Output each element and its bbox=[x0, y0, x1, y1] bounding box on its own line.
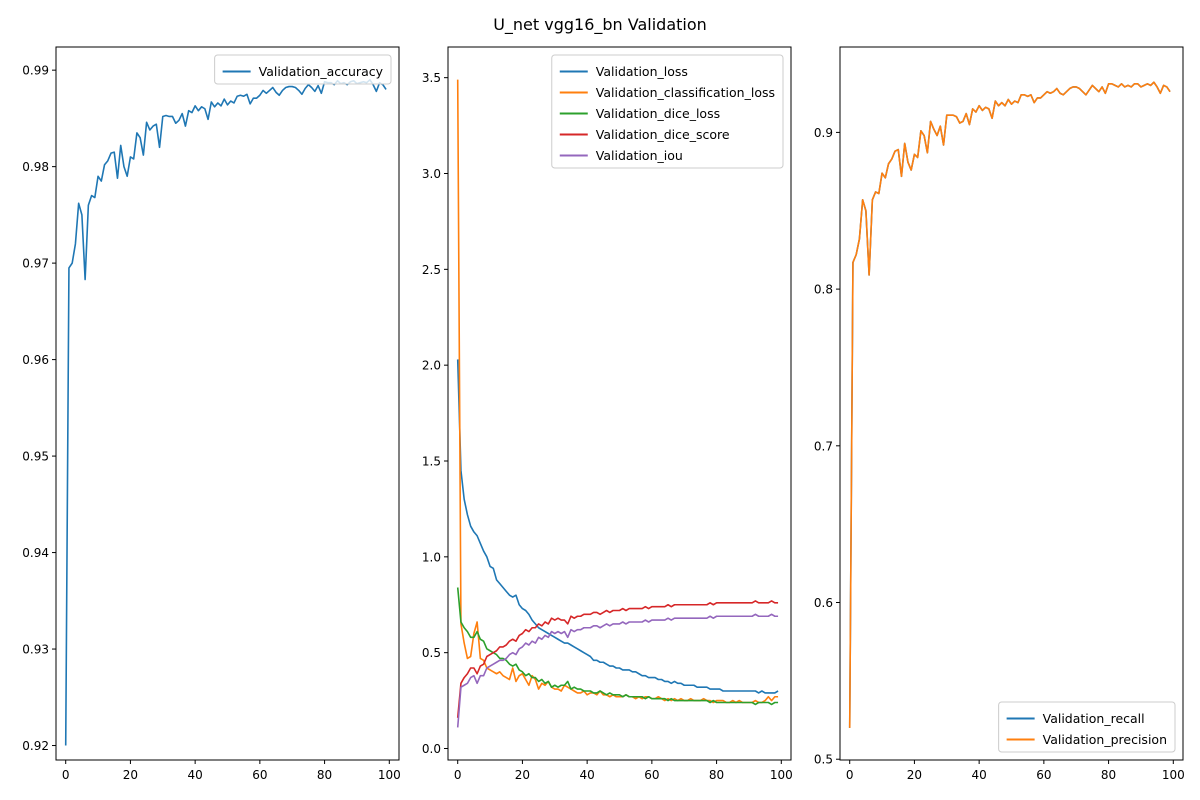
subplot-accuracy: 0 20 40 60 80 100 0.92 0.93 0.94 0.95 0.96 0.97 0.98… bbox=[22, 46, 401, 782]
x-tick-label: 40 bbox=[972, 768, 987, 782]
legend-label: Validation_accuracy bbox=[259, 64, 384, 79]
subplot-losses: 0 20 40 60 80 100 0.0 0.5 1.0 1.5 2.0 2.5 3.0 3.5 Vali… bbox=[422, 46, 793, 782]
x-tick-label: 40 bbox=[580, 768, 595, 782]
y-tick-label: 0.96 bbox=[22, 353, 49, 367]
x-tick-label: 100 bbox=[378, 768, 401, 782]
x-tick-label: 100 bbox=[1162, 768, 1185, 782]
x-tick-label: 0 bbox=[62, 768, 70, 782]
legend: Validation_recall Validation_precision bbox=[998, 701, 1176, 753]
y-tick-label: 0.7 bbox=[814, 439, 833, 453]
subplot-recall-precision: 0 20 40 60 80 100 0.5 0.6 0.7 0.8 0.9 Validation_re… bbox=[814, 46, 1185, 782]
legend-label: Validation_loss bbox=[596, 64, 688, 79]
x-tick-label: 60 bbox=[644, 768, 659, 782]
x-tick-label: 0 bbox=[846, 768, 854, 782]
axes-frame bbox=[55, 46, 400, 761]
axes-frame bbox=[447, 46, 792, 761]
plot-area bbox=[456, 79, 779, 728]
legend-label: Validation_dice_loss bbox=[596, 106, 720, 121]
y-tick-label: 0.97 bbox=[22, 257, 49, 271]
y-tick-label: 0.0 bbox=[422, 742, 441, 756]
y-tick-label: 0.94 bbox=[22, 546, 49, 560]
x-tick-label: 0 bbox=[454, 768, 462, 782]
x-tick-label: 40 bbox=[188, 768, 203, 782]
y-tick-label: 0.6 bbox=[814, 596, 833, 610]
x-tick-label: 100 bbox=[770, 768, 793, 782]
x-tick-label: 60 bbox=[252, 768, 267, 782]
y-tick-label: 2.5 bbox=[422, 263, 441, 277]
series-line-validation-dice-loss bbox=[456, 587, 779, 706]
series-line-validation-precision bbox=[848, 81, 1171, 728]
y-tick-label: 0.98 bbox=[22, 160, 49, 174]
x-tick-label: 20 bbox=[907, 768, 922, 782]
plot-area bbox=[848, 81, 1171, 728]
y-tick-label: 2.0 bbox=[422, 359, 441, 373]
x-tick-label: 80 bbox=[1101, 768, 1116, 782]
legend-label: Validation_dice_score bbox=[596, 127, 730, 142]
legend-label: Validation_iou bbox=[596, 148, 683, 163]
x-tick-label: 20 bbox=[515, 768, 530, 782]
legend-label: Validation_precision bbox=[1043, 732, 1167, 747]
legend-label: Validation_classification_loss bbox=[596, 85, 775, 100]
y-tick-label: 3.0 bbox=[422, 167, 441, 181]
figure-title: U_net vgg16_bn Validation bbox=[493, 15, 707, 35]
y-tick-label: 0.99 bbox=[22, 64, 49, 78]
y-tick-label: 0.92 bbox=[22, 739, 49, 753]
y-tick-label: 0.5 bbox=[814, 753, 833, 767]
legend-box bbox=[551, 54, 784, 169]
legend-label: Validation_recall bbox=[1043, 711, 1145, 726]
x-tick-label: 80 bbox=[709, 768, 724, 782]
y-tick-label: 1.5 bbox=[422, 455, 441, 469]
y-tick-label: 3.5 bbox=[422, 71, 441, 85]
y-tick-label: 0.93 bbox=[22, 643, 49, 657]
series-line-validation-loss bbox=[456, 359, 779, 694]
x-tick-label: 20 bbox=[123, 768, 138, 782]
legend-box bbox=[214, 54, 392, 85]
series-line-validation-dice-score bbox=[456, 600, 779, 718]
x-tick-label: 80 bbox=[317, 768, 332, 782]
y-tick-label: 0.95 bbox=[22, 450, 49, 464]
legend: Validation_accuracy bbox=[214, 54, 392, 85]
series-line-validation-iou bbox=[456, 613, 779, 728]
legend: Validation_loss Validation_classification… bbox=[551, 54, 784, 169]
y-tick-label: 0.8 bbox=[814, 283, 833, 297]
axes-frame bbox=[839, 46, 1184, 761]
x-tick-label: 60 bbox=[1036, 768, 1051, 782]
y-tick-label: 1.0 bbox=[422, 550, 441, 564]
legend-box bbox=[998, 701, 1176, 753]
series-line-validation-classification-loss bbox=[456, 79, 779, 704]
y-tick-label: 0.5 bbox=[422, 646, 441, 660]
y-tick-label: 0.9 bbox=[814, 126, 833, 140]
